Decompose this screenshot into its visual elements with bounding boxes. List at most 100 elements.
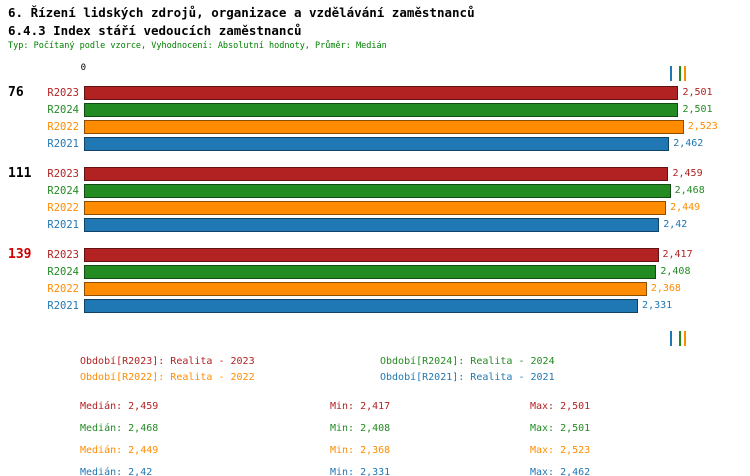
- bar-track: 2,468: [84, 183, 705, 198]
- bar-row: R2023 2,459: [40, 165, 703, 182]
- bar-track: 2,331: [84, 298, 702, 313]
- bar-series-label: R2023: [47, 167, 79, 180]
- group-rows: R2023 2,501 R2024 2,501 R2022 2,523 R202…: [40, 84, 718, 152]
- stat-max: Max: 2,523: [530, 445, 591, 456]
- bar-group: 139 R2023 2,417 R2024 2,408 R2022 2,368 …: [8, 246, 702, 314]
- legend-item: Období[R2023]: Realita - 2023: [80, 356, 255, 367]
- axis-marker-tick: [669, 66, 672, 81]
- bar-row: R2022 2,368: [40, 280, 702, 297]
- axis-row: 0: [8, 62, 702, 84]
- bar-value-label: 2,523: [687, 121, 718, 132]
- stats-table: Medián: 2,459 Min: 2,417 Max: 2,501 Medián:…: [80, 400, 742, 476]
- bar: [84, 166, 669, 181]
- bar-value-label: 2,408: [660, 266, 691, 277]
- group-rows: R2023 2,459 R2024 2,468 R2022 2,449 R202…: [40, 165, 705, 233]
- bar-track: 2,417: [84, 247, 702, 262]
- bar-track: 2,501: [84, 85, 713, 100]
- bar-value-label: 2,42: [663, 219, 688, 230]
- bar-series-label: R2024: [47, 103, 79, 116]
- chart-groups: 76 R2023 2,501 R2024 2,501 R2022 2,523 R…: [8, 84, 718, 314]
- bar-value-label: 2,468: [674, 185, 705, 196]
- bar: [84, 217, 660, 232]
- stat-min: Min: 2,368: [330, 445, 391, 456]
- bar-row: R2021 2,331: [40, 297, 702, 314]
- axis-marker-tick: [678, 66, 681, 81]
- group-rows: R2023 2,417 R2024 2,408 R2022 2,368 R202…: [40, 246, 702, 314]
- group-label: 139: [8, 247, 32, 262]
- bar-row: R2024 2,408: [40, 263, 702, 280]
- stat-median: Medián: 2,459: [80, 401, 159, 412]
- bar-track: 2,462: [84, 136, 704, 151]
- bottom-marker-track: [92, 327, 702, 346]
- stat-max: Max: 2,501: [530, 401, 591, 412]
- bar-row: R2023 2,417: [40, 246, 702, 263]
- bar-track: 2,368: [84, 281, 702, 296]
- bottom-spacer: [8, 327, 92, 343]
- bar-series-label: R2021: [47, 137, 79, 150]
- bar-row: R2021 2,462: [40, 135, 704, 152]
- stat-max: Max: 2,501: [530, 423, 591, 434]
- bar-series-label: R2024: [47, 184, 79, 197]
- bar-track: 2,523: [84, 119, 718, 134]
- bar-series-label: R2024: [47, 265, 79, 278]
- bar-value-label: 2,417: [662, 249, 693, 260]
- chart-title: 6.4.3 Index stáří vedoucích zaměstnanců: [8, 23, 302, 38]
- bar-value-label: 2,462: [673, 138, 704, 149]
- bar: [84, 298, 639, 313]
- bar-row: R2021 2,42: [40, 216, 702, 233]
- bar-group: 76 R2023 2,501 R2024 2,501 R2022 2,523 R…: [8, 84, 718, 152]
- axis-origin-label: 0: [80, 63, 86, 73]
- axis-marker-tick: [669, 331, 672, 346]
- bar-series-label: R2021: [47, 299, 79, 312]
- bar: [84, 247, 659, 262]
- bar-value-label: 2,501: [682, 104, 713, 115]
- stat-median: Medián: 2,42: [80, 467, 153, 476]
- bar-track: 2,449: [84, 200, 702, 215]
- bar: [84, 102, 679, 117]
- stat-max: Max: 2,462: [530, 467, 591, 476]
- stat-median: Medián: 2,468: [80, 423, 159, 434]
- bar-value-label: 2,368: [650, 283, 681, 294]
- bar-series-label: R2021: [47, 218, 79, 231]
- legend-item: Období[R2024]: Realita - 2024: [380, 356, 555, 367]
- bar-row: R2023 2,501: [40, 84, 713, 101]
- axis-marker-tick: [683, 331, 686, 346]
- top-marker-track: [92, 62, 702, 84]
- bar: [84, 85, 679, 100]
- axis-marker-tick: [683, 66, 686, 81]
- bar-series-label: R2022: [47, 201, 79, 214]
- axis-marker-tick: [678, 331, 681, 346]
- stat-min: Min: 2,331: [330, 467, 391, 476]
- bar-row: R2022 2,449: [40, 199, 702, 216]
- bar-row: R2024 2,501: [40, 101, 713, 118]
- chart-subtitle: Typ: Počítaný podle vzorce, Vyhodnocení:…: [8, 41, 387, 51]
- stat-min: Min: 2,408: [330, 423, 391, 434]
- bar-series-label: R2023: [47, 248, 79, 261]
- bar-track: 2,459: [84, 166, 703, 181]
- legend-item: Období[R2022]: Realita - 2022: [80, 372, 255, 383]
- bar-track: 2,408: [84, 264, 702, 279]
- bar-group: 111 R2023 2,459 R2024 2,468 R2022 2,449 …: [8, 165, 705, 233]
- bar-series-label: R2022: [47, 282, 79, 295]
- bar-series-label: R2023: [47, 86, 79, 99]
- bar-row: R2022 2,523: [40, 118, 718, 135]
- bar: [84, 119, 684, 134]
- bar: [84, 264, 657, 279]
- stat-min: Min: 2,417: [330, 401, 391, 412]
- stat-median: Medián: 2,449: [80, 445, 159, 456]
- chart-legend: Období[R2023]: Realita - 2023 Období[R202…: [80, 355, 742, 384]
- bar: [84, 183, 671, 198]
- bar-series-label: R2022: [47, 120, 79, 133]
- bar: [84, 200, 667, 215]
- bar: [84, 281, 647, 296]
- bar-row: R2024 2,468: [40, 182, 705, 199]
- bar-track: 2,501: [84, 102, 713, 117]
- bottom-strip: [8, 327, 702, 346]
- group-label: 111: [8, 166, 32, 181]
- bar-chart: 0 76 R2023 2,501 R2024 2,501 R2022 2,523…: [8, 62, 718, 346]
- report-title: 6. Řízení lidských zdrojů, organizace a …: [8, 5, 475, 20]
- legend-item: Období[R2021]: Realita - 2021: [380, 372, 555, 383]
- bar-value-label: 2,331: [642, 300, 673, 311]
- bar-value-label: 2,449: [670, 202, 701, 213]
